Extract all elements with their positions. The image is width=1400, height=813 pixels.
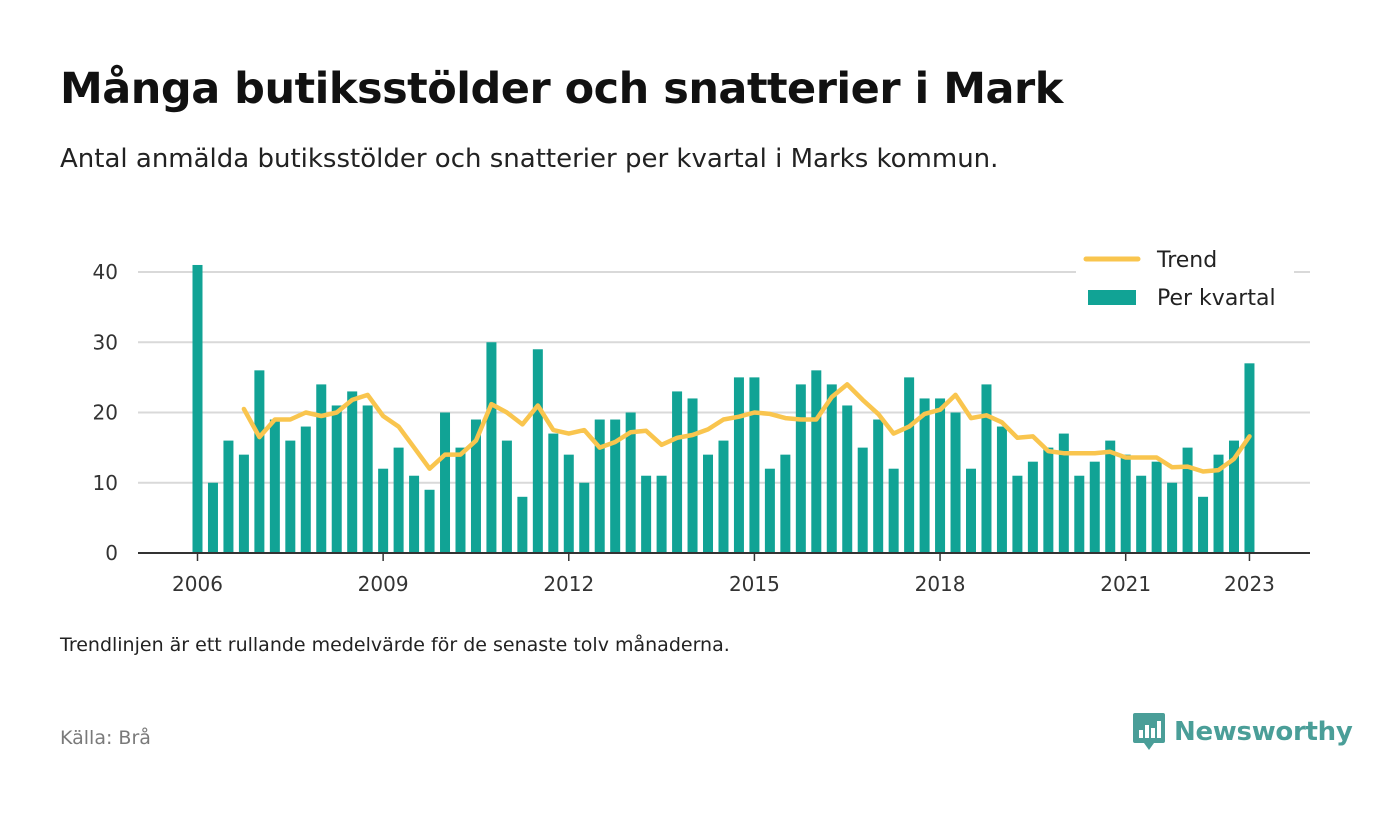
legend-trend-label: Trend xyxy=(1156,248,1217,273)
bar xyxy=(826,384,837,553)
bar xyxy=(919,398,930,553)
bar xyxy=(424,489,435,553)
bar xyxy=(316,384,327,553)
bar xyxy=(780,454,791,553)
bar xyxy=(1167,482,1178,553)
bar xyxy=(579,482,590,553)
legend: Trend Per kvartal xyxy=(1076,240,1294,318)
x-tick-label: 2009 xyxy=(358,572,409,596)
bar xyxy=(486,342,497,553)
bar xyxy=(749,377,760,553)
bar xyxy=(300,426,311,553)
bar xyxy=(1120,454,1131,553)
y-tick-label: 40 xyxy=(93,260,118,284)
bar xyxy=(1244,363,1255,553)
bars-per-kvartal xyxy=(192,264,1255,553)
x-tick-label: 2023 xyxy=(1224,572,1275,596)
y-tick-label: 0 xyxy=(105,541,118,565)
bar xyxy=(795,384,806,553)
x-tick-label: 2015 xyxy=(729,572,780,596)
bar xyxy=(981,384,992,553)
bar xyxy=(718,440,729,553)
bar xyxy=(625,412,636,553)
bar xyxy=(409,475,420,553)
x-tick-label: 2021 xyxy=(1100,572,1151,596)
bar xyxy=(347,391,358,553)
bar xyxy=(996,426,1007,553)
bar xyxy=(331,405,342,553)
bar xyxy=(1089,461,1100,553)
bar xyxy=(1182,447,1193,553)
source-text: Källa: Brå xyxy=(60,727,151,749)
bar xyxy=(733,377,744,553)
chart-area: 0 10 20 30 40 2006 2009 2012 2015 2018 2021 2023 T… xyxy=(92,240,1310,596)
bar xyxy=(501,440,512,553)
bar xyxy=(1074,475,1085,553)
bar xyxy=(641,475,652,553)
bar xyxy=(1105,440,1116,553)
bar xyxy=(842,405,853,553)
legend-bar-swatch xyxy=(1088,290,1136,305)
bar xyxy=(1213,454,1224,553)
x-tick-label: 2012 xyxy=(543,572,594,596)
bar xyxy=(269,419,280,553)
bar xyxy=(362,405,373,553)
bar xyxy=(532,349,543,553)
bar xyxy=(950,412,961,553)
bar xyxy=(811,370,822,553)
bar xyxy=(238,454,249,553)
bar xyxy=(254,370,265,553)
bar xyxy=(1058,433,1069,553)
legend-bar-label: Per kvartal xyxy=(1157,286,1276,311)
bar xyxy=(672,391,683,553)
x-tick-label: 2018 xyxy=(915,572,966,596)
bar xyxy=(192,264,203,553)
bar xyxy=(764,468,775,553)
bar xyxy=(1151,461,1162,553)
bar xyxy=(517,496,528,553)
bar xyxy=(904,377,915,553)
footnote: Trendlinjen är ett rullande medelvärde f… xyxy=(60,634,730,656)
bar xyxy=(594,419,605,553)
y-axis-ticks: 0 10 20 30 40 xyxy=(93,260,118,565)
bar xyxy=(857,447,868,553)
bar xyxy=(1136,475,1147,553)
bar xyxy=(703,454,714,553)
bar xyxy=(455,447,466,553)
bar xyxy=(223,440,234,553)
bar xyxy=(393,447,404,553)
bar xyxy=(656,475,667,553)
y-tick-label: 20 xyxy=(93,401,118,425)
trend-line xyxy=(241,382,1252,474)
bar xyxy=(470,419,481,553)
bar xyxy=(1198,496,1209,553)
bar xyxy=(1027,461,1038,553)
bar xyxy=(378,468,389,553)
bar xyxy=(563,454,574,553)
trend-line-layer xyxy=(241,382,1252,474)
y-tick-label: 10 xyxy=(93,471,118,495)
bar xyxy=(1012,475,1023,553)
y-tick-label: 30 xyxy=(93,330,118,354)
bar xyxy=(687,398,698,553)
bar-chart-speech-bubble-icon xyxy=(1133,713,1165,750)
brand-logo: Newsworthy xyxy=(1132,712,1353,752)
x-tick-label: 2006 xyxy=(172,572,223,596)
chart-title: Många butiksstölder och snatterier i Mar… xyxy=(60,64,1063,114)
bar xyxy=(285,440,296,553)
bar xyxy=(440,412,451,553)
bar xyxy=(548,433,559,553)
x-axis-ticks: 2006 2009 2012 2015 2018 2021 2023 xyxy=(172,553,1275,596)
brand-name: Newsworthy xyxy=(1174,717,1353,747)
bar xyxy=(966,468,976,553)
bar xyxy=(935,398,946,553)
bar xyxy=(888,468,899,553)
chart-subtitle: Antal anmälda butiksstölder och snatteri… xyxy=(60,144,999,174)
bar xyxy=(873,419,884,553)
bar xyxy=(610,419,621,553)
bar xyxy=(1043,447,1054,553)
bar xyxy=(1228,440,1239,553)
bar xyxy=(207,482,218,553)
